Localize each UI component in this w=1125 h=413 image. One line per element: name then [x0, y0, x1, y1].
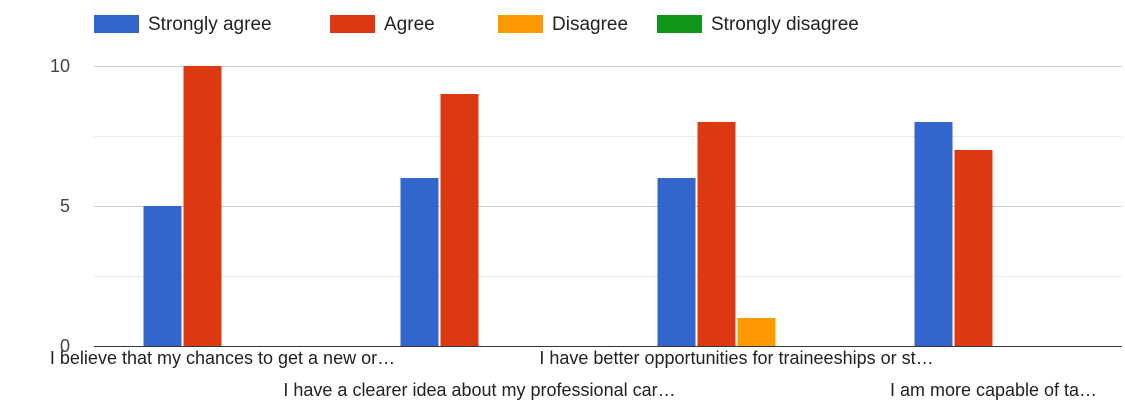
x-category-label: I am more capable of ta… [890, 380, 1097, 400]
x-category-label: I believe that my chances to get a new o… [50, 348, 395, 368]
axes: 0 5 10 I believe that my chances to get a n… [50, 56, 1122, 400]
legend-label: Strongly disagree [711, 14, 859, 35]
legend-swatch-strongly-agree [94, 15, 139, 33]
bar-disagree-2[interactable] [737, 318, 776, 346]
bar-agree-3[interactable] [954, 150, 993, 346]
x-category-label: I have better opportunities for trainees… [539, 348, 933, 368]
bar-agree-1[interactable] [440, 94, 479, 346]
bars [143, 66, 993, 346]
y-tick-label: 0 [60, 336, 70, 356]
legend-label: Agree [384, 14, 435, 35]
legend-label: Disagree [552, 14, 628, 35]
bar-strongly-agree-1[interactable] [400, 178, 439, 346]
legend-swatch-agree [330, 15, 375, 33]
legend-label: Strongly agree [148, 14, 272, 35]
legend-swatch-strongly-disagree [657, 15, 702, 33]
y-tick-label: 5 [60, 196, 70, 216]
bar-strongly-agree-0[interactable] [143, 206, 182, 346]
bar-strongly-agree-3[interactable] [914, 122, 953, 346]
bar-agree-2[interactable] [697, 122, 736, 346]
y-tick-label: 10 [50, 56, 70, 76]
bar-strongly-agree-2[interactable] [657, 178, 696, 346]
legend-swatch-disagree [498, 15, 543, 33]
x-category-label: I have a clearer idea about my professio… [283, 380, 675, 400]
bar-agree-0[interactable] [183, 66, 222, 346]
legend: Strongly agree Agree Disagree Strongly disa… [94, 14, 859, 35]
